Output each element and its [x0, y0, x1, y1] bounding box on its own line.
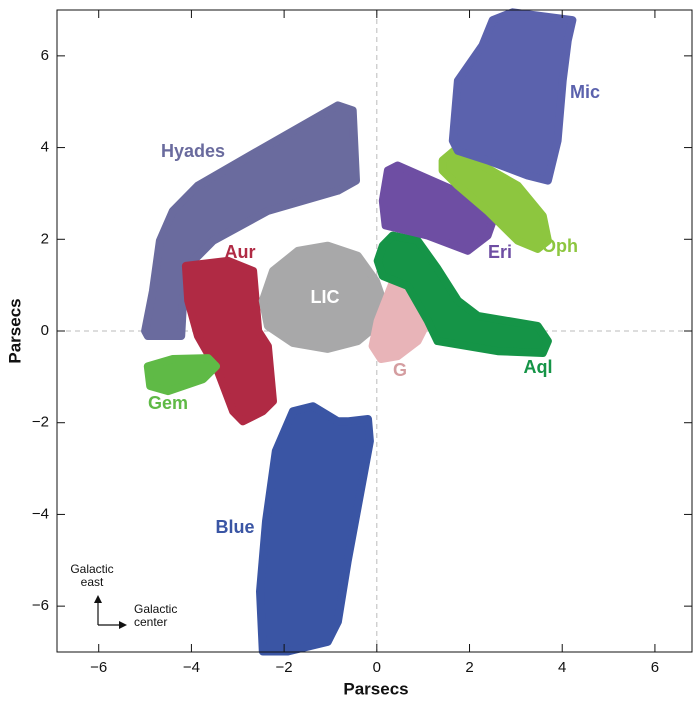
- cloud: [181, 256, 277, 426]
- cloud-label: Aur: [225, 242, 256, 262]
- cloud: [373, 231, 552, 357]
- x-tick-label: 6: [651, 659, 659, 676]
- x-tick-label: −4: [183, 659, 200, 676]
- cloud-label: Hyades: [161, 141, 225, 161]
- x-tick-label: −2: [276, 659, 293, 676]
- cloud-label: Eri: [488, 242, 512, 262]
- annotation: center: [134, 615, 167, 629]
- cloud-label: Aql: [524, 357, 553, 377]
- y-tick-label: −6: [32, 597, 49, 614]
- y-axis-label: Parsecs: [5, 298, 24, 363]
- y-tick-label: 0: [41, 322, 49, 339]
- cloud-label: LIC: [311, 287, 340, 307]
- x-tick-label: −6: [90, 659, 107, 676]
- cloud: [143, 354, 220, 396]
- cloud: [448, 8, 577, 185]
- annotation: Galactic: [70, 562, 113, 576]
- cloud: [378, 161, 499, 255]
- compass: [94, 595, 127, 629]
- cloud: [438, 143, 552, 253]
- cloud-label: G: [393, 360, 407, 380]
- annotation: east: [81, 575, 104, 589]
- y-tick-label: 6: [41, 47, 49, 64]
- cloud-label: Gem: [148, 393, 188, 413]
- y-tick-label: −2: [32, 414, 49, 431]
- cloud: [141, 101, 360, 340]
- annotation: Galactic: [134, 602, 177, 616]
- cloud-label: Blue: [215, 517, 254, 537]
- cloud-label: Oph: [542, 236, 578, 256]
- x-tick-label: 0: [373, 659, 381, 676]
- y-tick-label: 2: [41, 230, 49, 247]
- x-tick-label: 2: [465, 659, 473, 676]
- x-tick-label: 4: [558, 659, 566, 676]
- y-tick-label: 4: [41, 139, 49, 156]
- cloud-label: Mic: [570, 82, 600, 102]
- x-axis-label: Parsecs: [343, 679, 408, 698]
- cloud: [256, 402, 374, 656]
- y-tick-label: −4: [32, 505, 49, 522]
